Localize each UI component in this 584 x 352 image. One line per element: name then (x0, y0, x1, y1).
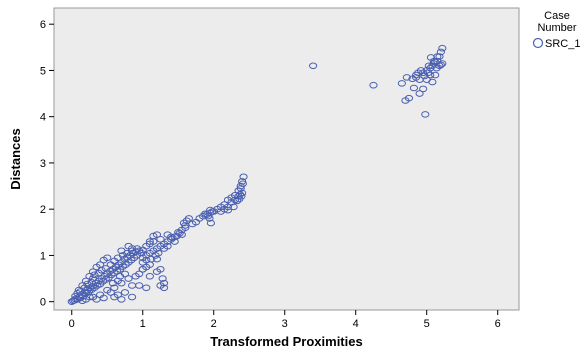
x-tick-label: 4 (353, 318, 359, 330)
legend-title-line1: Case (544, 10, 570, 22)
data-point (101, 265, 110, 272)
data-point (424, 62, 433, 70)
x-tick-label: 1 (140, 318, 146, 330)
data-point (421, 111, 430, 118)
y-tick-label: 4 (40, 112, 46, 124)
data-point (177, 231, 186, 238)
data-point (135, 282, 144, 289)
data-point (142, 284, 151, 292)
legend-entry-label: SRC_1 (545, 38, 580, 50)
data-point (117, 247, 126, 255)
data-point (438, 60, 447, 67)
x-tick-label: 5 (424, 318, 430, 330)
legend: Case Number SRC_1 (532, 10, 580, 50)
data-point (167, 233, 176, 241)
legend-title-line2: Number (537, 22, 576, 34)
legend-marker-icon (532, 37, 544, 49)
data-point (223, 206, 233, 214)
data-point (117, 296, 126, 303)
data-point (206, 219, 215, 227)
data-point (429, 57, 438, 65)
x-tick-label: 2 (211, 318, 217, 330)
data-point (149, 232, 158, 240)
data-point (438, 44, 447, 52)
data-point (205, 215, 214, 222)
data-point (108, 279, 118, 287)
data-point (152, 268, 162, 275)
data-point (127, 293, 137, 301)
data-point (420, 72, 429, 80)
data-point (404, 94, 414, 102)
data-point (103, 254, 112, 262)
data-point (76, 288, 85, 295)
data-point (156, 235, 165, 243)
data-point (152, 255, 162, 263)
data-point (428, 78, 437, 86)
y-axis-title: Distances (8, 128, 23, 189)
data-point (239, 173, 248, 181)
y-tick-label: 6 (40, 19, 46, 31)
y-tick-label: 5 (40, 65, 46, 77)
data-point (432, 64, 441, 72)
data-point (414, 69, 423, 77)
x-tick-label: 3 (282, 318, 288, 330)
data-point (415, 90, 424, 97)
data-point (90, 271, 99, 279)
data-point (118, 263, 127, 270)
data-point (175, 229, 184, 237)
x-tick-label: 6 (495, 318, 501, 330)
data-point (168, 234, 177, 242)
data-point (158, 275, 167, 282)
data-point (397, 80, 406, 87)
data-point (88, 275, 98, 282)
data-point (145, 261, 154, 268)
data-point (73, 290, 82, 297)
x-tick-label: 0 (69, 318, 75, 330)
data-points (67, 44, 447, 305)
data-point (409, 84, 419, 92)
data-point (78, 297, 87, 305)
y-tick-label: 0 (40, 297, 46, 309)
data-point (110, 269, 119, 277)
data-point (181, 224, 190, 231)
data-point (402, 74, 411, 81)
data-point (124, 242, 133, 250)
data-point (431, 71, 440, 79)
data-point (85, 293, 94, 301)
data-point (120, 289, 130, 296)
data-point (99, 294, 108, 302)
data-point (184, 215, 193, 222)
data-point (135, 270, 144, 278)
data-point (369, 81, 378, 89)
data-point (80, 284, 89, 292)
data-point (309, 62, 318, 70)
data-point (229, 203, 238, 211)
axis-ticks: 0 1 2 3 4 5 6 0 1 2 3 4 5 6 (40, 19, 501, 330)
data-point (154, 249, 163, 257)
data-point (145, 238, 154, 245)
y-tick-label: 3 (40, 158, 46, 170)
data-point (110, 293, 119, 301)
data-point (97, 266, 106, 274)
x-axis-title: Transformed Proximities (210, 334, 362, 349)
y-tick-label: 2 (40, 204, 46, 216)
data-point (238, 180, 247, 188)
data-point (159, 284, 169, 292)
data-point (87, 278, 96, 286)
data-point (83, 280, 92, 288)
data-point (145, 272, 154, 280)
data-point (163, 242, 172, 250)
data-point (235, 195, 244, 203)
y-tick-label: 1 (40, 250, 46, 262)
data-point (233, 197, 242, 205)
data-point (426, 54, 436, 61)
data-point (120, 270, 130, 278)
data-point (132, 245, 142, 252)
